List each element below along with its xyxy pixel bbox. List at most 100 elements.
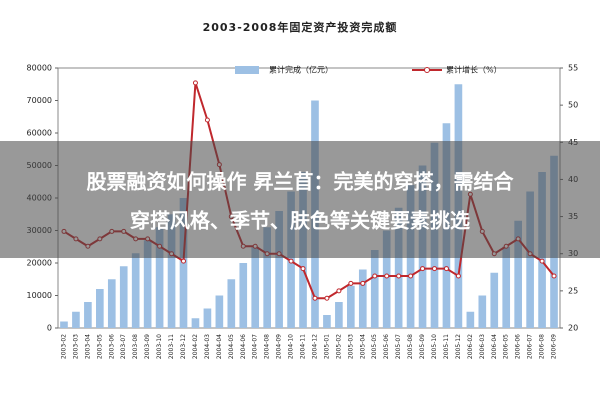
legend-label: 累计完成（亿元） [269, 65, 333, 75]
bar [203, 308, 212, 328]
x-tick-label: 2005-10 [431, 334, 438, 359]
bar [131, 253, 140, 328]
bar [370, 250, 379, 328]
bar [263, 227, 271, 328]
x-tick-label: 2006-09 [551, 334, 558, 359]
line-marker [336, 288, 342, 294]
legend-swatch [235, 66, 259, 74]
banner-line: 股票融资如何操作 昇兰苜：完美的穿搭，需结合 [87, 170, 515, 194]
overlay: 股票融资如何操作 昇兰苜：完美的穿搭，需结合 穿搭风格、季节、肤色等关键要素挑选 [0, 141, 600, 258]
x-tick-label: 2004-10 [288, 334, 295, 359]
banner-bg [0, 141, 600, 258]
x-tick-label: 2005-02 [335, 334, 342, 359]
line-marker [360, 280, 366, 286]
x-tick-label: 2005-06 [383, 334, 390, 359]
line-marker [204, 117, 210, 123]
chart-title: 2003-2008年固定资产投资完成额 [203, 20, 398, 34]
bar [167, 214, 176, 328]
legend-label: 累计增长（%） [446, 65, 502, 75]
bar [382, 230, 391, 328]
x-tick-label: 2003-04 [84, 334, 91, 359]
bar [275, 211, 283, 328]
bar [335, 302, 343, 328]
line-marker [396, 273, 402, 279]
x-tick-label: 2004-08 [264, 334, 271, 359]
legend-swatch [424, 67, 430, 73]
x-tick-label: 2003-11 [168, 334, 175, 359]
x-tick-label: 2005-09 [419, 334, 426, 359]
bar [394, 207, 403, 328]
bar [227, 279, 236, 328]
x-tick-label: 2003-08 [132, 334, 139, 359]
bar [514, 220, 522, 328]
x-tick-label: 2004-05 [228, 334, 235, 359]
y2-tick-label: 50 [568, 101, 578, 110]
x-tick-label: 2004-11 [300, 334, 307, 359]
bar [84, 302, 92, 328]
x-tick-label: 2005-08 [407, 334, 414, 359]
x-tick-label: 2003-07 [120, 334, 127, 359]
x-tick-label: 2005-03 [347, 334, 354, 359]
bar [107, 279, 116, 328]
x-tick-label: 2006-06 [515, 334, 522, 359]
bar [96, 289, 104, 328]
y2-tick-label: 25 [568, 286, 578, 295]
x-tick-label: 2004-12 [311, 334, 318, 359]
line-marker [551, 273, 557, 279]
line-marker [348, 280, 354, 286]
line-marker [181, 258, 186, 264]
x-tick-label: 2005-01 [323, 334, 330, 359]
bar [215, 295, 224, 328]
y-tick-label: 20000 [27, 259, 52, 268]
x-tick-label: 2006-08 [539, 334, 546, 359]
y-tick-label: 60000 [27, 129, 52, 138]
x-tick-label: 2006-07 [527, 334, 534, 359]
x-tick-label: 2005-05 [371, 334, 378, 359]
x-tick-label: 2003-02 [60, 334, 67, 359]
line-marker [420, 266, 426, 272]
x-tick-label: 2004-06 [240, 334, 247, 359]
x-tick-label: 2006-05 [503, 334, 510, 359]
x-tick-label: 2005-12 [455, 334, 462, 359]
line-marker [539, 258, 545, 264]
x-tick-label: 2006-02 [467, 334, 474, 359]
y-tick-label: 70000 [27, 96, 52, 105]
line-marker [324, 295, 330, 301]
y2-tick-label: 55 [568, 64, 578, 73]
x-tick-label: 2004-09 [276, 334, 283, 359]
bar [490, 272, 499, 328]
x-tick-label: 2003-09 [144, 334, 151, 359]
bar [323, 315, 331, 328]
bar [347, 285, 355, 328]
line-marker [300, 266, 306, 272]
bar [143, 240, 152, 328]
x-tick-label: 2003-12 [180, 334, 187, 359]
x-tick-label: 2006-03 [479, 334, 486, 359]
line-marker [288, 258, 294, 264]
bar [72, 311, 80, 328]
line-marker [455, 273, 461, 279]
line-marker [192, 80, 198, 86]
x-tick-label: 2004-02 [192, 334, 199, 359]
bar [239, 263, 248, 328]
bar [60, 321, 68, 328]
x-tick-label: 2005-11 [443, 334, 450, 359]
line-marker [372, 273, 378, 279]
y-tick-label: 0 [47, 324, 52, 333]
x-tick-label: 2003-10 [156, 334, 163, 359]
bar [358, 269, 367, 328]
line-marker [432, 266, 437, 272]
bar [119, 266, 128, 328]
y-tick-label: 10000 [27, 291, 52, 300]
x-tick-label: 2004-07 [252, 334, 259, 359]
line-marker [408, 273, 414, 279]
line-marker [443, 266, 449, 272]
x-tick-label: 2004-04 [216, 334, 223, 359]
x-tick-label: 2003-05 [96, 334, 103, 359]
bar [155, 227, 164, 328]
line-marker [384, 273, 390, 279]
bar [466, 311, 475, 328]
y-tick-label: 80000 [27, 64, 52, 73]
x-tick-label: 2003-06 [108, 334, 115, 359]
